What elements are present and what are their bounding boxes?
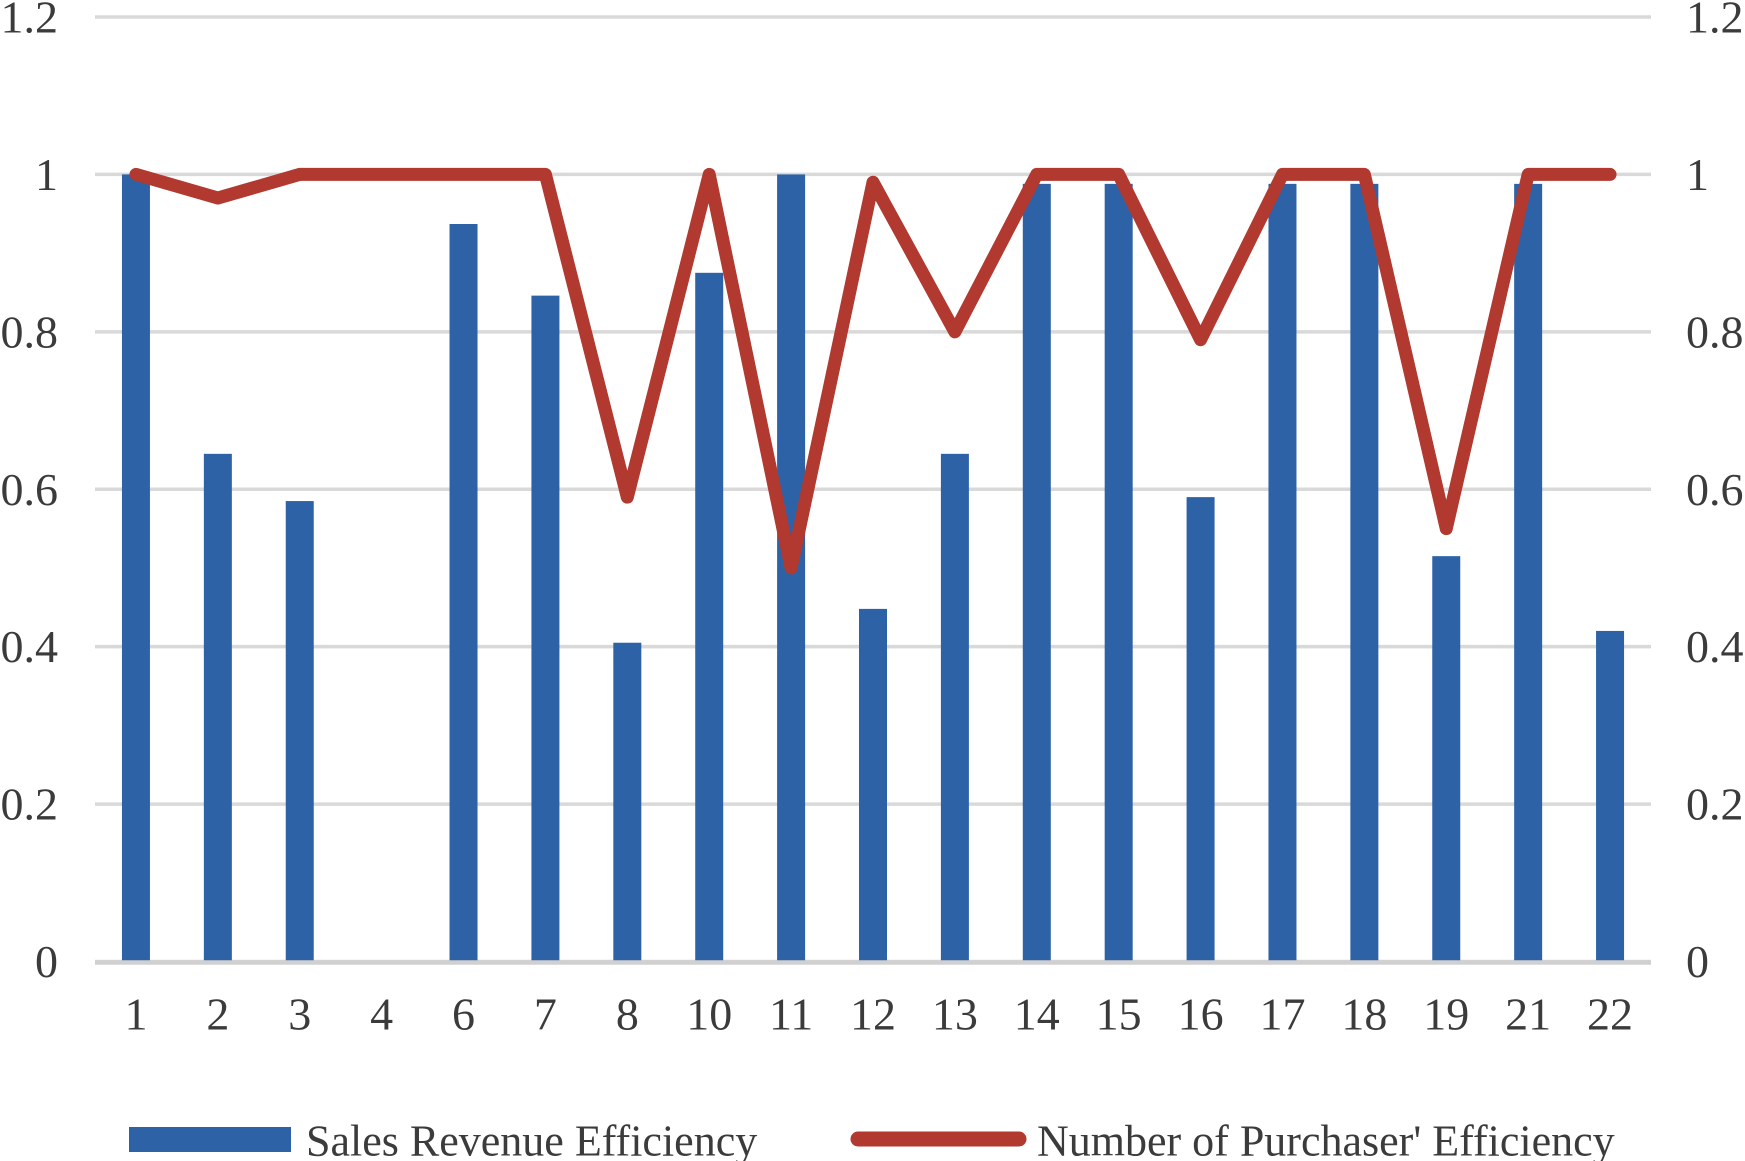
legend-bar-swatch bbox=[129, 1127, 291, 1152]
bar-category-14 bbox=[1022, 183, 1051, 962]
bar-category-13 bbox=[940, 453, 969, 962]
x-tick-16: 16 bbox=[1178, 989, 1224, 1040]
y-tick-right-0.4: 0.4 bbox=[1686, 621, 1744, 672]
x-tick-8: 8 bbox=[616, 989, 639, 1040]
efficiency-line bbox=[129, 167, 1617, 575]
y-tick-right-1: 1 bbox=[1686, 149, 1709, 200]
y-tick-left-0: 0 bbox=[35, 936, 58, 987]
y-axis-right-labels: 1.2 1 0.8 0.6 0.4 0.2 0 bbox=[1686, 0, 1744, 987]
bar-category-22 bbox=[1596, 630, 1625, 962]
bar-category-17 bbox=[1268, 183, 1297, 962]
y-axis-left-labels: 1.2 1 0.8 0.6 0.4 0.2 0 bbox=[1, 0, 59, 987]
x-tick-18: 18 bbox=[1341, 989, 1387, 1040]
y-tick-right-0.6: 0.6 bbox=[1686, 464, 1744, 515]
legend: Sales Revenue Efficiency Number of Purch… bbox=[129, 1117, 1615, 1161]
y-tick-right-0.8: 0.8 bbox=[1686, 306, 1744, 357]
x-tick-11: 11 bbox=[769, 989, 813, 1040]
x-axis-category-labels: 1 2 3 4 6 7 8 10 11 12 13 14 15 16 17 18 19 21 22 bbox=[124, 989, 1633, 1040]
y-tick-left-0.6: 0.6 bbox=[1, 464, 59, 515]
y-tick-left-1: 1 bbox=[35, 149, 58, 200]
x-tick-7: 7 bbox=[534, 989, 557, 1040]
x-tick-2: 2 bbox=[206, 989, 229, 1040]
x-tick-15: 15 bbox=[1096, 989, 1142, 1040]
y-tick-right-1.2: 1.2 bbox=[1686, 0, 1744, 43]
bar-category-15 bbox=[1104, 183, 1133, 962]
y-tick-left-0.8: 0.8 bbox=[1, 306, 59, 357]
legend-line-label: Number of Purchaser' Efficiency bbox=[1037, 1117, 1615, 1161]
bar-category-7 bbox=[531, 295, 560, 962]
bar-category-16 bbox=[1186, 497, 1215, 962]
bar-category-3 bbox=[285, 501, 314, 962]
x-tick-4: 4 bbox=[370, 989, 393, 1040]
bar-category-21 bbox=[1514, 183, 1543, 962]
y-tick-left-0.2: 0.2 bbox=[1, 779, 59, 830]
y-tick-right-0: 0 bbox=[1686, 936, 1709, 987]
x-tick-10: 10 bbox=[686, 989, 732, 1040]
bar-category-19 bbox=[1432, 556, 1461, 962]
x-tick-12: 12 bbox=[850, 989, 896, 1040]
bar-category-1 bbox=[121, 174, 150, 962]
x-tick-19: 19 bbox=[1423, 989, 1469, 1040]
x-tick-3: 3 bbox=[288, 989, 311, 1040]
bar-category-18 bbox=[1350, 183, 1379, 962]
bar-category-10 bbox=[695, 272, 724, 962]
legend-bar-label: Sales Revenue Efficiency bbox=[306, 1117, 757, 1161]
x-tick-1: 1 bbox=[124, 989, 147, 1040]
x-tick-22: 22 bbox=[1587, 989, 1633, 1040]
bar-series bbox=[121, 174, 1625, 962]
x-tick-6: 6 bbox=[452, 989, 475, 1040]
x-tick-17: 17 bbox=[1259, 989, 1305, 1040]
line-series bbox=[129, 167, 1617, 575]
x-tick-13: 13 bbox=[932, 989, 978, 1040]
x-tick-14: 14 bbox=[1014, 989, 1060, 1040]
y-tick-left-0.4: 0.4 bbox=[1, 621, 59, 672]
y-tick-left-1.2: 1.2 bbox=[1, 0, 59, 43]
bar-category-2 bbox=[203, 453, 232, 962]
x-tick-21: 21 bbox=[1505, 989, 1551, 1040]
bar-category-12 bbox=[859, 608, 887, 962]
bar-category-8 bbox=[613, 642, 642, 962]
y-tick-right-0.2: 0.2 bbox=[1686, 779, 1744, 830]
bar-category-6 bbox=[449, 224, 478, 962]
